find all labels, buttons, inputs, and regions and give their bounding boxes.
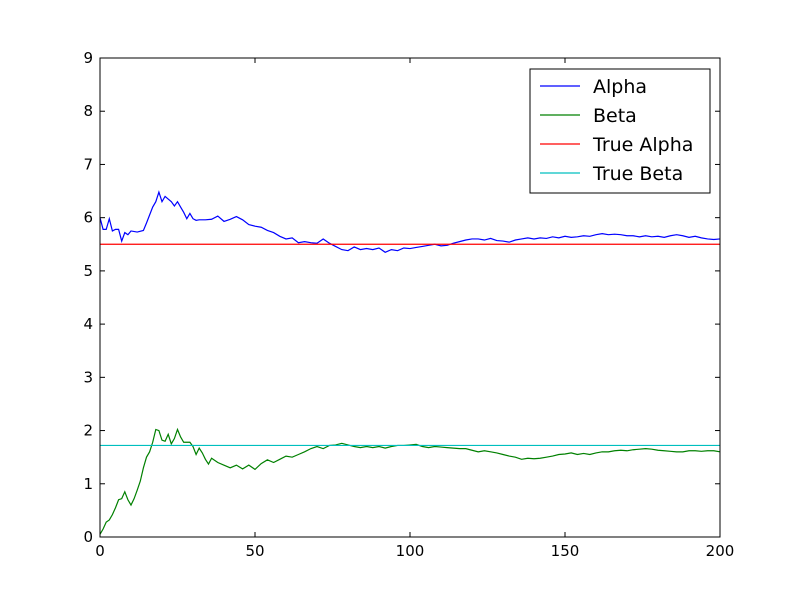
- x-tick-label: 100: [396, 542, 425, 560]
- y-tick-label: 4: [83, 315, 93, 333]
- tick-layer: 0 50 100 150 200 0 1 2 3 4 5 6 7 8 9: [83, 49, 734, 560]
- y-tick-label: 2: [83, 422, 93, 440]
- y-tick-label: 8: [83, 102, 93, 120]
- legend-label: Alpha: [593, 76, 647, 98]
- x-tick-label: 50: [245, 542, 264, 560]
- y-tick-label: 1: [83, 475, 93, 493]
- legend-box: [529, 68, 711, 194]
- y-tick-label: 9: [83, 49, 93, 67]
- legend-label: True Alpha: [592, 134, 693, 156]
- legend-label: True Beta: [592, 163, 683, 185]
- y-tick-label: 7: [83, 155, 93, 173]
- legend: Alpha Beta True Alpha True Beta: [529, 68, 711, 194]
- series-line-alpha: [99, 190, 721, 253]
- x-tick-label: 150: [551, 542, 580, 560]
- legend-label: Beta: [593, 105, 637, 127]
- y-tick-label: 0: [83, 528, 93, 546]
- y-tick-label: 5: [83, 262, 93, 280]
- x-tick-label: 200: [706, 542, 735, 560]
- series-line-beta: [99, 427, 721, 535]
- y-tick-label: 6: [83, 209, 93, 227]
- series-layer: [99, 190, 721, 535]
- x-tick-label: 0: [95, 542, 105, 560]
- y-tick-label: 3: [83, 368, 93, 386]
